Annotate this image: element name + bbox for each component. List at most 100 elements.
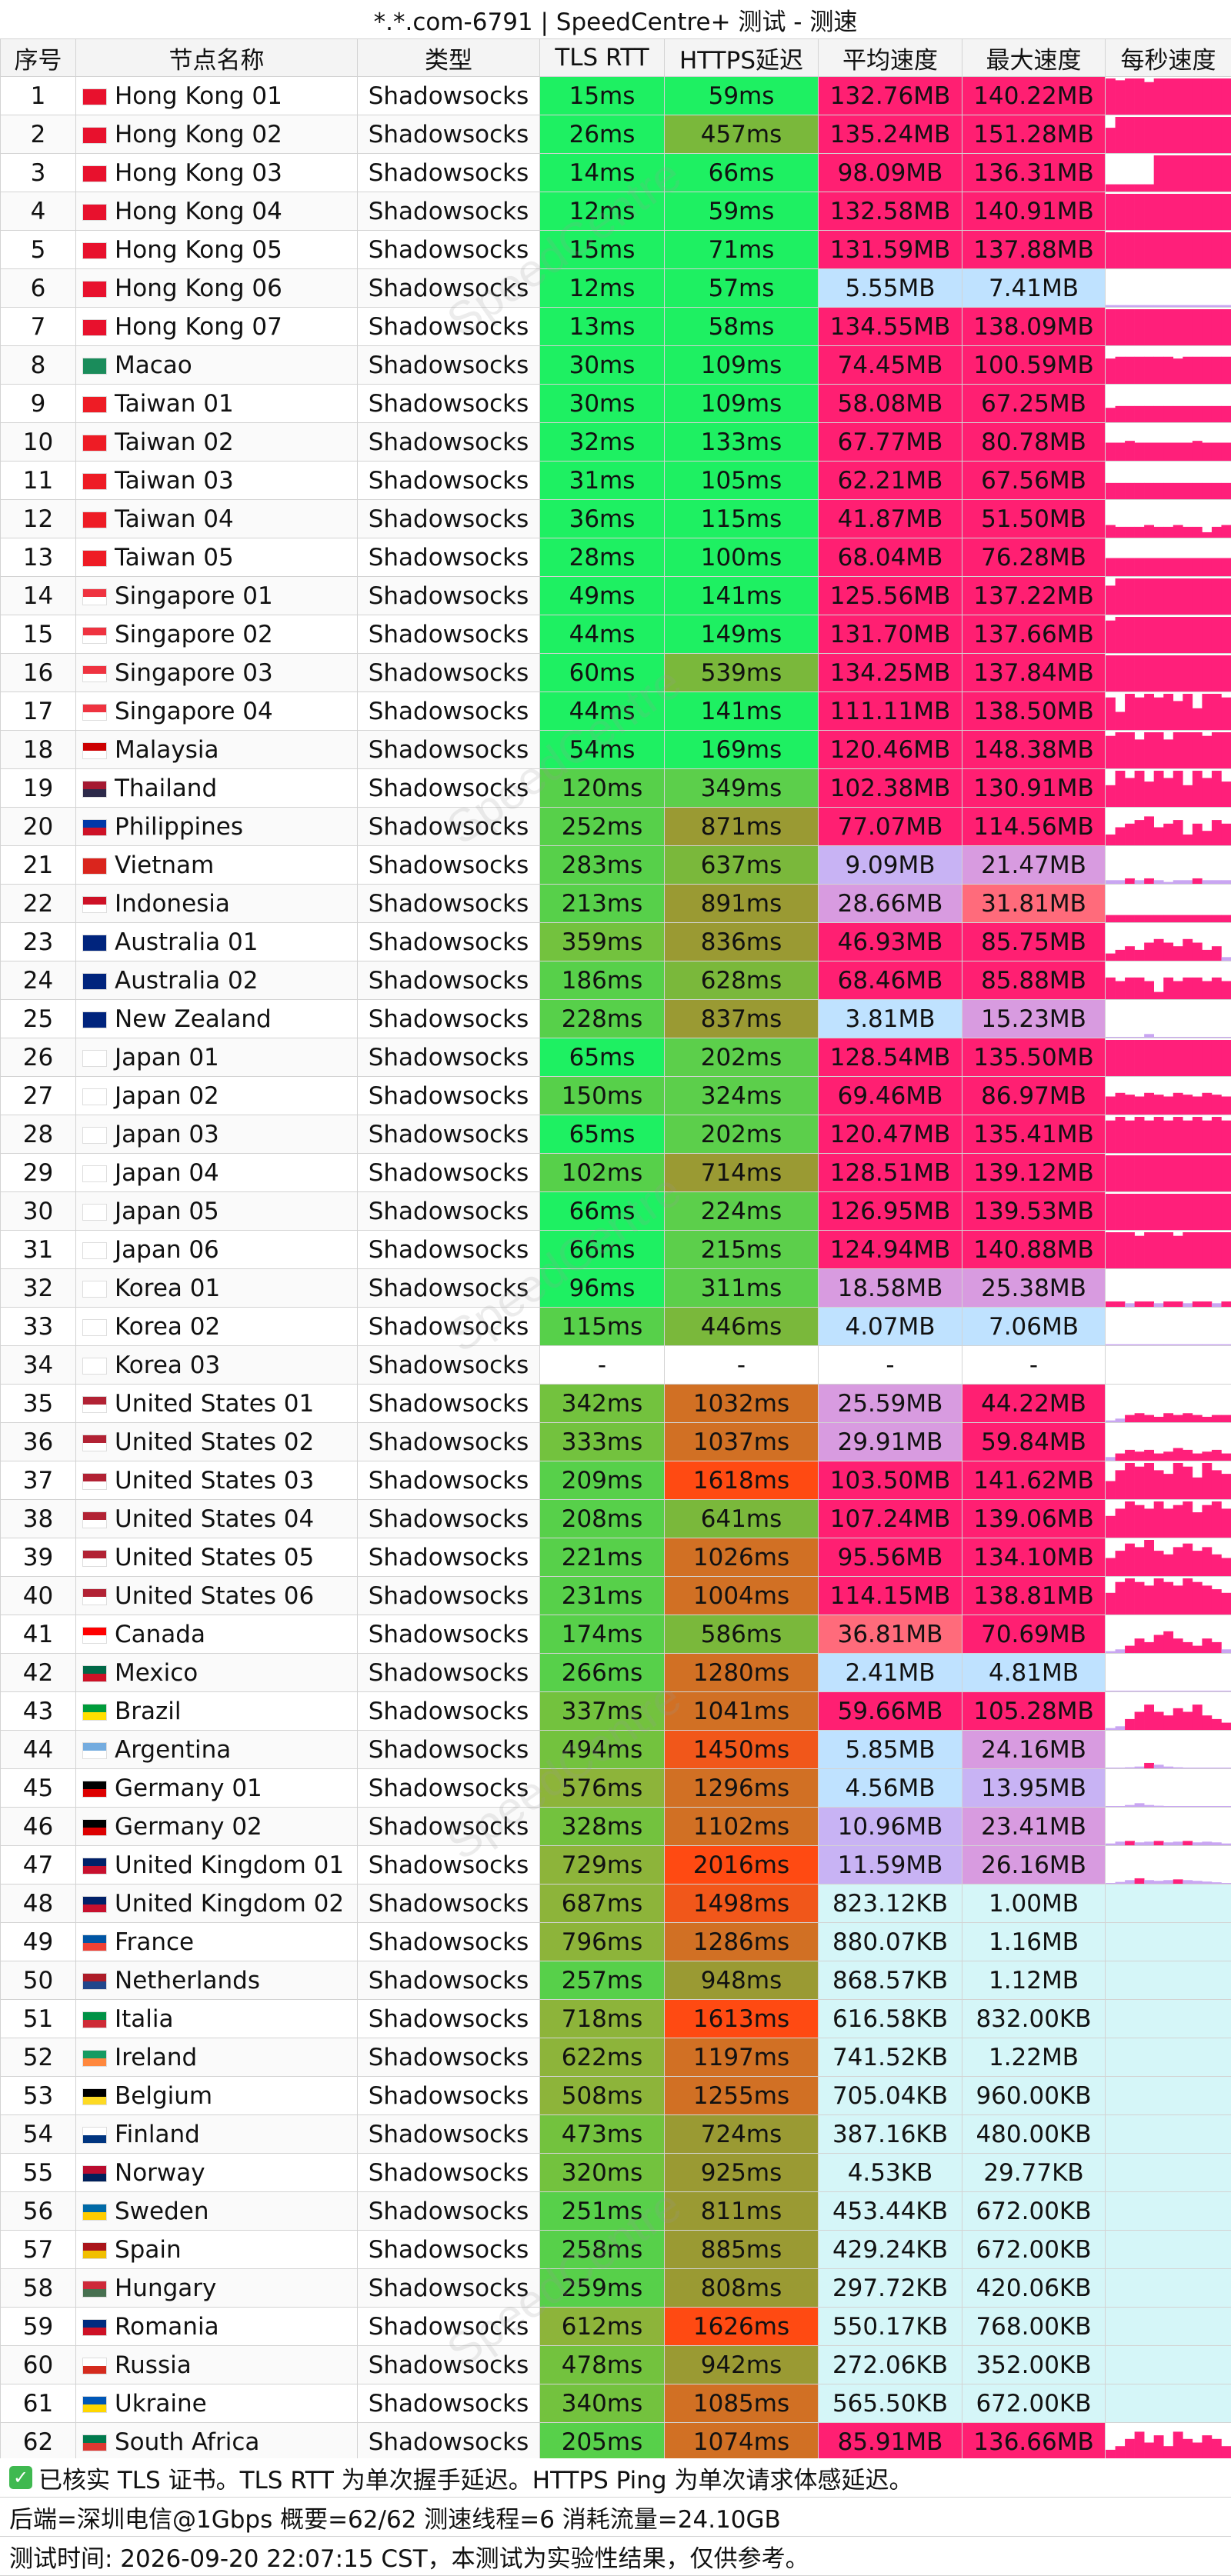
tls-rtt-value: 30ms (540, 346, 665, 385)
avg-speed-value: 103.50MB (819, 1461, 962, 1500)
sparkline-bar (1135, 194, 1145, 230)
sparkline-bar (1125, 1841, 1135, 1845)
row-index: 36 (1, 1423, 76, 1461)
sparkline-bar (1116, 1117, 1126, 1153)
sparkline-chart (1106, 2423, 1231, 2461)
sparkline-bar (1116, 1470, 1126, 1499)
max-speed-value: 44.22MB (962, 1385, 1106, 1423)
avg-speed-value: 131.59MB (819, 231, 962, 269)
sparkline-bar (1163, 1631, 1173, 1653)
sparkline-bar (1212, 78, 1222, 115)
node-name-cell: Japan 05 (76, 1192, 358, 1231)
cn-flag-icon (82, 512, 107, 528)
avg-speed-value: 429.24KB (819, 2231, 962, 2269)
sparkline-bar (1125, 1155, 1135, 1191)
node-name-cell: United Kingdom 01 (76, 1846, 358, 1885)
tls-rtt-value: 65ms (540, 1115, 665, 1154)
sparkline-chart (1106, 1808, 1231, 1845)
sparkline-bar (1173, 155, 1183, 192)
sparkline-bar (1202, 232, 1212, 268)
protocol-type: Shadowsocks (358, 846, 540, 885)
sparkline-bar (1193, 483, 1203, 499)
sparkline-bar (1183, 785, 1193, 807)
row-index: 3 (1, 154, 76, 192)
sparkline-chart (1106, 269, 1231, 307)
sparkline-bar (1202, 736, 1212, 768)
sparkline-bar (1116, 80, 1126, 115)
avg-speed-value: 2.41MB (819, 1654, 962, 1692)
protocol-type: Shadowsocks (358, 1731, 540, 1769)
per-second-sparkline (1106, 1846, 1231, 1885)
sparkline-bar (1154, 939, 1164, 961)
max-speed-value: 832.00KB (962, 2000, 1106, 2038)
sparkline-chart (1106, 1269, 1231, 1307)
sparkline-chart (1106, 385, 1231, 422)
max-speed-value: 1.22MB (962, 2038, 1106, 2077)
sparkline-bar (1144, 309, 1154, 345)
sparkline-bar (1193, 1478, 1203, 1499)
sparkline-bar (1193, 1097, 1203, 1115)
checkmark-icon: ✓ (9, 2466, 32, 2489)
per-second-sparkline (1106, 1538, 1231, 1577)
sparkline-bar (1212, 1194, 1222, 1230)
sparkline-bar (1212, 880, 1222, 884)
sparkline-bar (1173, 915, 1183, 922)
per-second-sparkline (1106, 1923, 1231, 1961)
max-speed-value: 85.75MB (962, 923, 1106, 961)
sparkline-bar (1183, 1155, 1193, 1191)
sparkline-bar (1106, 880, 1116, 884)
sparkline-chart (1106, 231, 1231, 268)
protocol-type: Shadowsocks (358, 1577, 540, 1615)
tls-rtt-value: 209ms (540, 1461, 665, 1500)
sparkline-bar (1154, 78, 1164, 115)
node-name-cell: Italia (76, 2000, 358, 2038)
node-name: Singapore 03 (115, 659, 273, 687)
node-name: Hong Kong 02 (115, 121, 282, 148)
max-speed-value: 31.81MB (962, 885, 1106, 923)
node-name: Hungary (115, 2274, 216, 2302)
row-index: 62 (1, 2423, 76, 2461)
row-index: 44 (1, 1731, 76, 1769)
protocol-type: Shadowsocks (358, 1000, 540, 1038)
sparkline-bar (1135, 78, 1145, 115)
https-latency-value: 1280ms (665, 1654, 819, 1692)
sparkline-bar (1202, 578, 1212, 615)
protocol-type: Shadowsocks (358, 1961, 540, 2000)
max-speed-value: 138.09MB (962, 308, 1106, 346)
avg-speed-value: 272.06KB (819, 2346, 962, 2384)
sparkline-bar (1125, 778, 1135, 807)
us-flag-icon (82, 1473, 107, 1490)
node-name: Japan 05 (115, 1198, 219, 1225)
sparkline-bar (1183, 1578, 1193, 1615)
sparkline-bar (1125, 1095, 1135, 1115)
per-second-sparkline (1106, 2000, 1231, 2038)
sparkline-bar (1221, 1593, 1231, 1615)
tls-rtt-value: 28ms (540, 538, 665, 577)
tls-rtt-value: 251ms (540, 2192, 665, 2231)
sparkline-bar (1173, 1547, 1183, 1576)
sparkline-bar (1116, 1882, 1126, 1884)
avg-speed-value: 868.57KB (819, 1961, 962, 2000)
protocol-type: Shadowsocks (358, 1423, 540, 1461)
sparkline-bar (1221, 1844, 1231, 1845)
sparkline-chart (1106, 423, 1231, 461)
node-name-cell: Vietnam (76, 846, 358, 885)
sparkline-bar (1212, 1232, 1222, 1268)
sparkline-bar (1144, 525, 1154, 538)
protocol-type: Shadowsocks (358, 269, 540, 308)
cn-flag-icon (82, 550, 107, 567)
sparkline-bar (1154, 443, 1164, 462)
node-name-cell: Singapore 01 (76, 577, 358, 615)
sparkline-bar (1202, 1463, 1212, 1499)
node-name: Spain (115, 2236, 182, 2264)
protocol-type: Shadowsocks (358, 154, 540, 192)
sparkline-bar (1212, 732, 1222, 768)
row-index: 25 (1, 1000, 76, 1038)
sparkline-bar (1106, 358, 1116, 384)
avg-speed-value: 131.70MB (819, 615, 962, 654)
protocol-type: Shadowsocks (358, 231, 540, 269)
node-name: Korea 01 (115, 1275, 220, 1302)
row-index: 43 (1, 1692, 76, 1731)
